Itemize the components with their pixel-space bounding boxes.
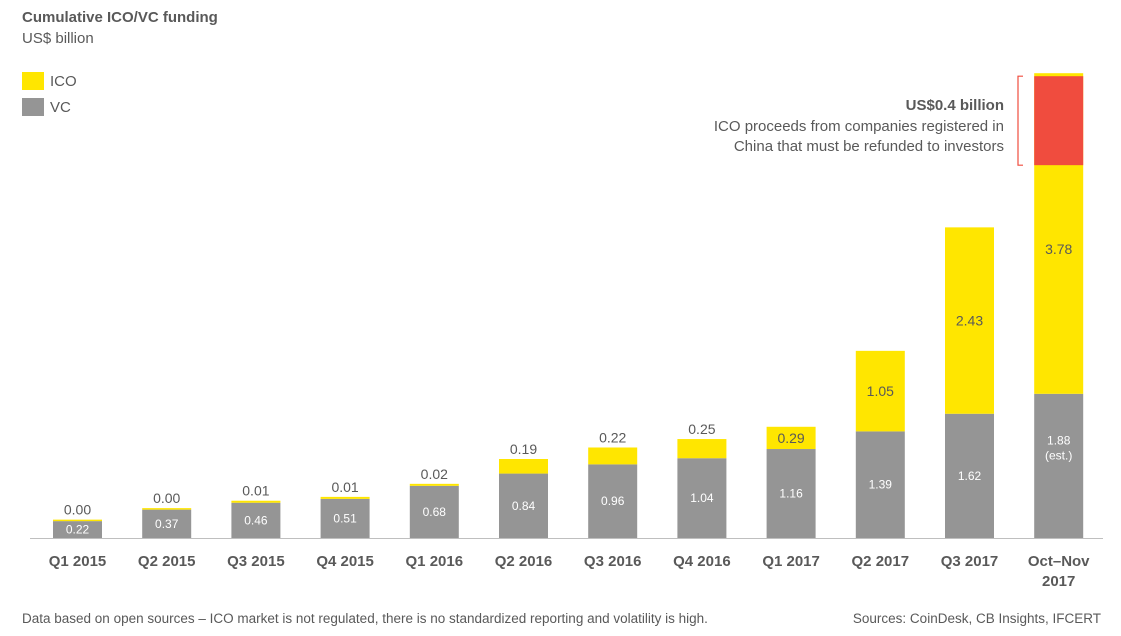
label-ico-8: 0.29 — [777, 430, 804, 446]
sources-note: Sources: CoinDesk, CB Insights, IFCERT — [852, 611, 1101, 626]
chart-title: Cumulative ICO/VC funding — [22, 9, 218, 26]
category-label-year-11: 2017 — [1042, 573, 1075, 590]
label-vc-10: 1.62 — [958, 469, 982, 483]
label-vc-11: 1.88 — [1047, 433, 1071, 447]
bar-vc-3 — [320, 498, 370, 538]
label-vc-0: 0.22 — [66, 523, 90, 537]
label-ico-10: 2.43 — [956, 313, 983, 329]
legend-item-ico: ICO — [22, 68, 77, 94]
bar-ico-2 — [231, 500, 281, 503]
label-vc-6: 0.96 — [601, 494, 625, 508]
label-ico-4: 0.02 — [421, 466, 448, 482]
legend-swatch-vc — [22, 98, 44, 116]
label-vc-4: 0.68 — [423, 505, 447, 519]
bar-ico-6 — [588, 447, 638, 465]
category-label-6: Q3 2016 — [584, 553, 642, 570]
bar-ico-1 — [142, 508, 192, 510]
bar-vc-11 — [1034, 393, 1084, 538]
chart-legend: ICO VC — [22, 68, 77, 120]
bar-vc-0 — [53, 521, 102, 538]
bar-vc-5 — [499, 473, 548, 538]
category-label-11: Oct–Nov — [1028, 553, 1090, 570]
bar-vc-9 — [855, 431, 905, 538]
label-vc-2: 0.46 — [244, 513, 268, 527]
label-ico-2: 0.01 — [242, 483, 269, 499]
legend-label-ico: ICO — [50, 72, 77, 90]
label-ico-3: 0.01 — [331, 479, 358, 495]
label-vc-est-11: (est.) — [1045, 448, 1072, 462]
category-label-5: Q2 2016 — [495, 553, 553, 570]
label-vc-1: 0.37 — [155, 517, 179, 531]
category-label-8: Q1 2017 — [762, 553, 820, 570]
label-vc-9: 1.39 — [869, 478, 893, 492]
label-vc-8: 1.16 — [779, 487, 803, 501]
label-ico-7: 0.25 — [688, 421, 715, 437]
label-vc-5: 0.84 — [512, 499, 536, 513]
annotation-headline: US$0.4 billion — [906, 97, 1004, 114]
label-ico-11: 3.78 — [1045, 241, 1072, 257]
refund-bracket — [1017, 75, 1023, 166]
bar-ico-4 — [409, 483, 459, 486]
category-label-7: Q4 2016 — [673, 553, 731, 570]
chart-subtitle: US$ billion — [22, 30, 94, 47]
label-ico-9: 1.05 — [867, 383, 894, 399]
bar-ico-3 — [320, 496, 370, 499]
bar-ico-7 — [677, 439, 727, 459]
bar-vc-10 — [945, 413, 994, 538]
bar-vc-8 — [766, 449, 816, 538]
bar-ico-8 — [766, 426, 816, 450]
label-vc-7: 1.04 — [690, 491, 714, 505]
category-label-9: Q2 2017 — [852, 553, 910, 570]
bar-ico-10 — [945, 227, 994, 414]
label-ico-5: 0.19 — [510, 441, 537, 457]
category-label-0: Q1 2015 — [49, 553, 107, 570]
bar-vc-1 — [142, 509, 192, 538]
label-ico-6: 0.22 — [599, 429, 626, 445]
label-ico-1: 0.00 — [153, 490, 180, 506]
category-label-10: Q3 2017 — [941, 553, 999, 570]
label-vc-3: 0.51 — [333, 511, 357, 525]
legend-swatch-ico — [22, 72, 44, 90]
footnote: Data based on open sources – ICO market … — [22, 611, 708, 626]
bar-vc-2 — [231, 502, 281, 538]
bar-ico-9 — [855, 350, 905, 432]
legend-item-vc: VC — [22, 94, 77, 120]
category-label-1: Q2 2015 — [138, 553, 196, 570]
annotation-text-line-2: China that must be refunded to investors — [734, 138, 1004, 155]
legend-label-vc: VC — [50, 98, 71, 116]
bar-vc-7 — [677, 458, 727, 538]
bar-ico-0 — [53, 519, 102, 522]
category-label-2: Q3 2015 — [227, 553, 285, 570]
bar-ico-5 — [499, 458, 548, 474]
bar-vc-4 — [409, 485, 459, 538]
bar-refund-segment — [1034, 76, 1084, 166]
category-label-3: Q4 2015 — [316, 553, 374, 570]
annotation-text-line-1: ICO proceeds from companies registered i… — [714, 118, 1004, 135]
stacked-bar-chart: 0.22 0.00 Q1 2015 0.37 0.00 Q2 2015 0.46 0.01 Q3… — [30, 73, 1103, 590]
label-ico-0: 0.00 — [64, 502, 91, 518]
category-label-4: Q1 2016 — [406, 553, 464, 570]
bar-vc-6 — [588, 464, 638, 538]
